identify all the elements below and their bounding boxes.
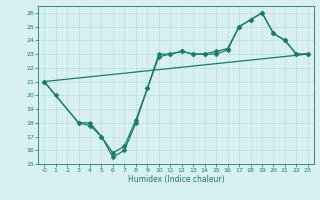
X-axis label: Humidex (Indice chaleur): Humidex (Indice chaleur) xyxy=(128,175,224,184)
